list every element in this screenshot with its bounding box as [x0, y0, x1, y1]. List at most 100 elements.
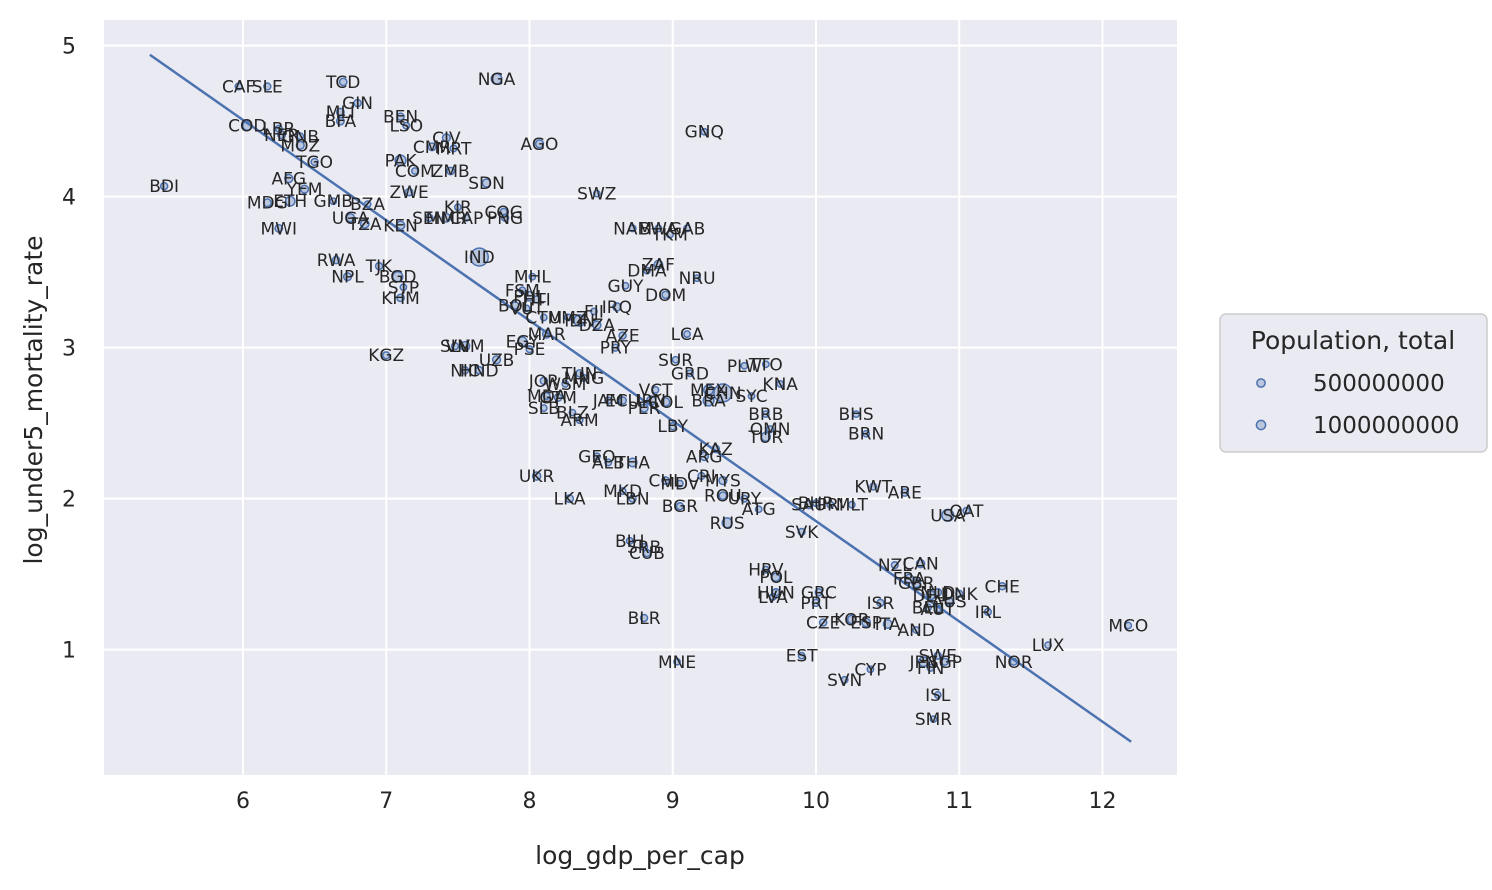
data-point [665, 230, 675, 239]
point-label: PRT [800, 594, 832, 614]
point-label: SRB [627, 538, 661, 558]
point-label: GUY [607, 277, 644, 297]
data-point [441, 212, 452, 223]
data-point [639, 613, 649, 623]
data-point [528, 272, 537, 281]
data-point [462, 213, 471, 222]
y-tick-label: 4 [62, 186, 76, 211]
point-label: GIN [342, 94, 373, 114]
data-point [531, 471, 542, 481]
y-tick-label: 5 [62, 35, 76, 60]
data-point [797, 651, 806, 660]
point-label: WSM [544, 375, 586, 395]
data-point [604, 458, 613, 467]
data-point [410, 167, 419, 175]
data-point [402, 121, 411, 130]
y-tick-label: 1 [62, 639, 76, 664]
point-label: GAB [669, 219, 705, 239]
point-label: CRI [687, 467, 716, 487]
point-label: BGR [662, 497, 699, 517]
point-label: OMN [750, 420, 791, 440]
data-point [814, 588, 824, 597]
data-point [575, 416, 584, 425]
point-label: BDI [149, 177, 179, 197]
data-point [642, 548, 652, 558]
data-point [675, 502, 685, 511]
data-point [534, 139, 545, 149]
point-label: MCO [1108, 617, 1148, 637]
data-point [812, 499, 820, 508]
point-label: HTI [523, 290, 551, 310]
data-point [296, 132, 305, 141]
data-point [331, 255, 341, 265]
point-label: ARM [561, 411, 599, 431]
point-label: MMR [426, 209, 467, 229]
point-label: MDG [247, 194, 288, 214]
x-axis-title: log_gdp_per_cap [535, 841, 745, 870]
data-point [718, 475, 728, 486]
point-label: FRA [893, 570, 926, 590]
data-point [915, 558, 926, 569]
point-label: NPL [331, 268, 364, 288]
point-label: KIR [444, 198, 472, 218]
data-point [747, 392, 756, 400]
data-point [866, 665, 875, 674]
point-label: ITA [875, 615, 901, 635]
point-label: IRL [975, 603, 1002, 623]
point-label: NOR [995, 653, 1033, 673]
point-label: PRI [817, 496, 844, 516]
data-point [929, 715, 938, 724]
point-label: NLD [920, 583, 955, 603]
point-label: PER [628, 399, 661, 419]
data-point [564, 313, 573, 322]
point-label: CAF [222, 77, 255, 97]
data-point [453, 203, 462, 212]
data-point [335, 116, 345, 126]
data-point [983, 607, 993, 617]
point-label: SMR [915, 710, 952, 730]
point-label: UKR [519, 467, 555, 487]
point-label: THA [614, 453, 650, 473]
point-label: BHR [798, 494, 834, 514]
point-label: SLB [528, 399, 560, 419]
data-point [382, 351, 391, 360]
data-point [702, 394, 715, 407]
data-point [643, 266, 651, 275]
point-label: RUS [710, 514, 745, 534]
point-label: BRA [691, 392, 726, 412]
point-label: BEN [383, 108, 418, 128]
point-label: ISL [925, 686, 951, 706]
data-point [718, 491, 728, 501]
x-tick-label: 11 [945, 789, 973, 814]
data-point [683, 224, 692, 233]
legend-marker [1256, 378, 1266, 388]
data-point [262, 198, 272, 208]
point-label: HND [460, 361, 499, 381]
point-label: MWI [261, 219, 298, 239]
point-label: USA [930, 506, 966, 526]
x-tick-label: 9 [666, 789, 680, 814]
point-label: BEL [912, 598, 944, 618]
point-label: CAP [450, 209, 484, 229]
data-point [490, 72, 503, 85]
point-label: NER [264, 126, 299, 146]
data-point [335, 107, 345, 117]
point-label: SYC [735, 387, 767, 407]
data-point [449, 144, 458, 153]
data-point [711, 444, 721, 454]
point-label: CHL [649, 472, 684, 492]
point-label: MKD [603, 482, 642, 502]
point-label: AUS [932, 592, 967, 612]
data-point [797, 527, 806, 537]
point-label: PSE [514, 340, 546, 360]
point-label: NRU [679, 269, 716, 289]
point-label: KEN [383, 216, 418, 236]
data-point [660, 397, 671, 407]
point-label: BZA [350, 195, 385, 215]
data-point [955, 589, 964, 598]
point-label: SLV [440, 337, 470, 357]
data-point [612, 302, 622, 312]
point-label: ROU [704, 487, 742, 507]
point-label: KHM [381, 289, 420, 309]
point-label: SVN [827, 671, 862, 691]
